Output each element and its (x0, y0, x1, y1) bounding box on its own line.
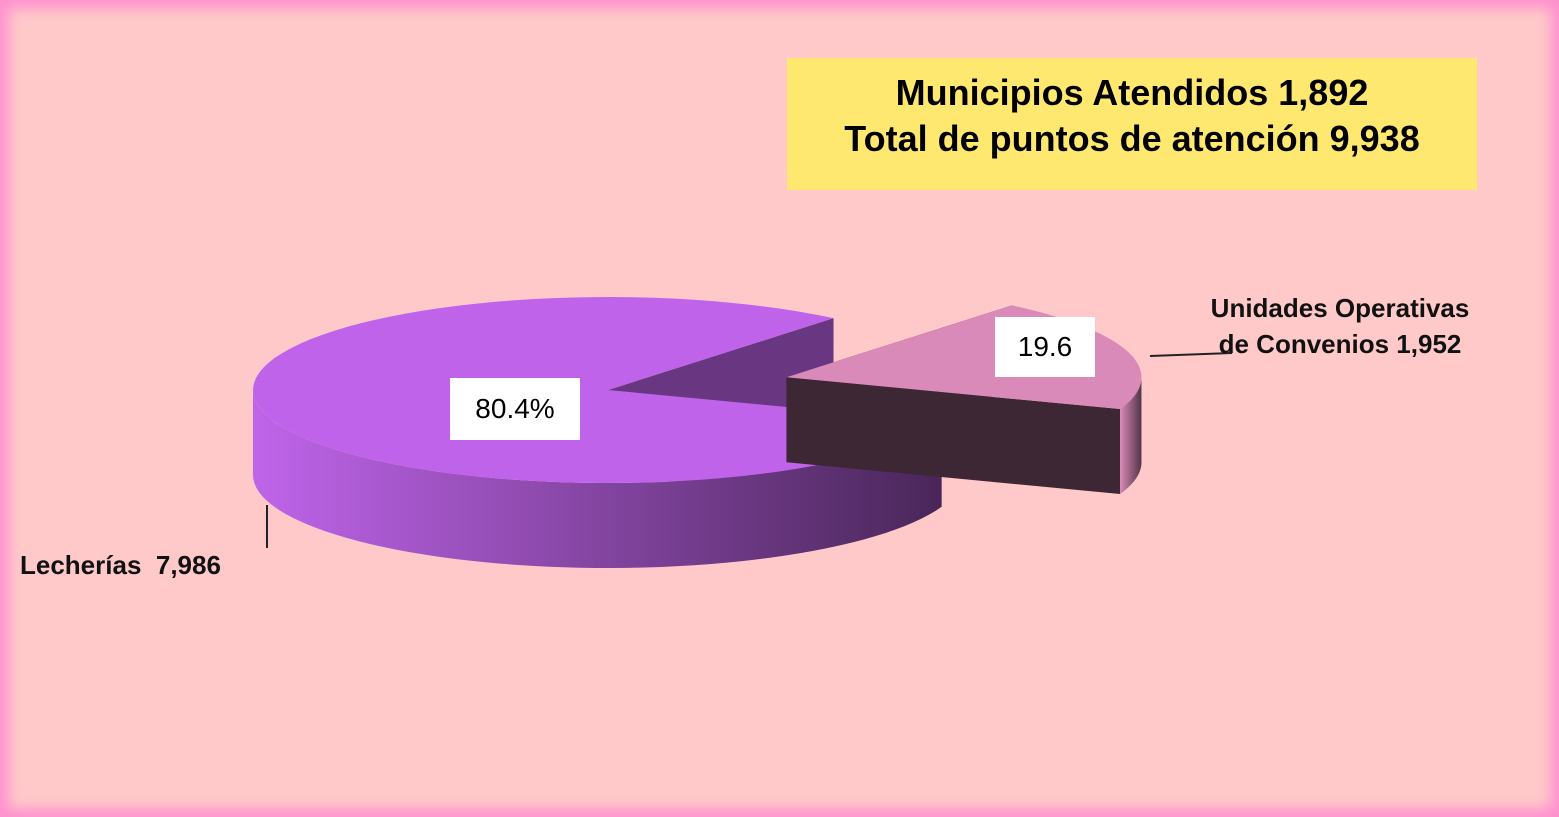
category-label: Unidades Operativas de Convenios 1,952 (1210, 293, 1470, 359)
title-box: Municipios Atendidos 1,892 Total de punt… (787, 58, 1477, 190)
slice-side (253, 390, 942, 568)
leader-line (1149, 352, 1233, 357)
pie-slice (253, 297, 942, 483)
value-label: 80.4% (450, 378, 580, 440)
value-label: 19.6 (995, 317, 1095, 377)
slice-side (1120, 377, 1142, 495)
chart-title: Municipios Atendidos 1,892 (895, 72, 1369, 113)
category-label: Lecherías 7,986 (20, 550, 221, 580)
slice-face (786, 377, 1121, 495)
chart-subtitle: Total de puntos de atención 9,938 (844, 118, 1420, 159)
